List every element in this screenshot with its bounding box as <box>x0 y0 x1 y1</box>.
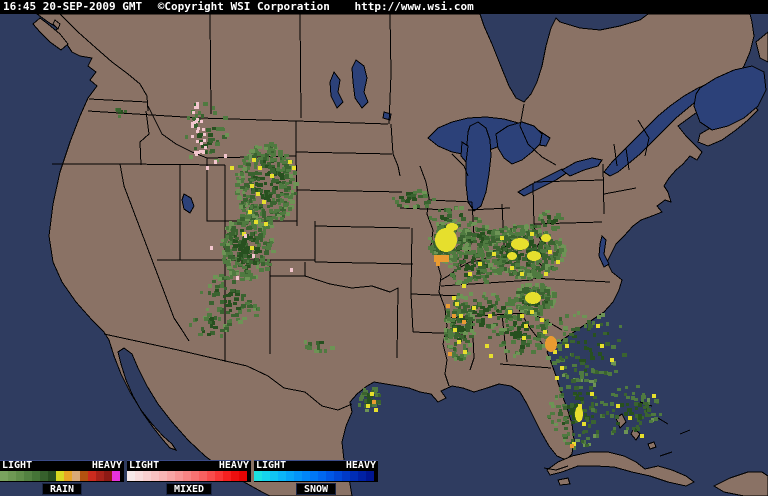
legend-panel-snow: LIGHT HEAVY SNOW <box>254 460 378 495</box>
radar-cores <box>434 223 583 422</box>
snow-colorbar <box>254 471 378 482</box>
timestamp-text: 16:45 20-SEP-2009 GMT <box>3 0 143 13</box>
rain-chip: RAIN <box>41 483 83 495</box>
north-america-map <box>0 14 768 496</box>
rain-scale-labels: LIGHT HEAVY <box>0 460 124 471</box>
header-bar: 16:45 20-SEP-2009 GMT ©Copyright WSI Cor… <box>0 0 768 14</box>
legend-panel-mixed: LIGHT HEAVY MIXED <box>127 460 251 495</box>
legend-panel-rain: LIGHT HEAVY RAIN <box>0 460 124 495</box>
lakes <box>181 59 767 268</box>
mixed-heavy-label: HEAVY <box>218 460 249 471</box>
mixed-chip: MIXED <box>165 483 213 495</box>
snow-chip: SNOW <box>295 483 337 495</box>
snow-heavy-label: HEAVY <box>345 460 376 471</box>
radar-map <box>0 14 768 496</box>
intensity-legend: LIGHT HEAVY RAIN LIGHT HEAVY MIXED LIGHT… <box>0 460 379 495</box>
snow-scale-labels: LIGHT HEAVY <box>254 460 378 471</box>
mixed-colorbar <box>127 471 251 482</box>
state-borders <box>52 14 691 471</box>
mixed-scale-labels: LIGHT HEAVY <box>127 460 251 471</box>
mixed-light-label: LIGHT <box>129 460 160 471</box>
snow-light-label: LIGHT <box>256 460 287 471</box>
url-text: http://www.wsi.com <box>354 0 474 13</box>
rain-colorbar <box>0 471 124 482</box>
copyright-text: ©Copyright WSI Corporation <box>157 0 330 13</box>
rain-heavy-label: HEAVY <box>91 460 122 471</box>
rain-light-label: LIGHT <box>2 460 33 471</box>
